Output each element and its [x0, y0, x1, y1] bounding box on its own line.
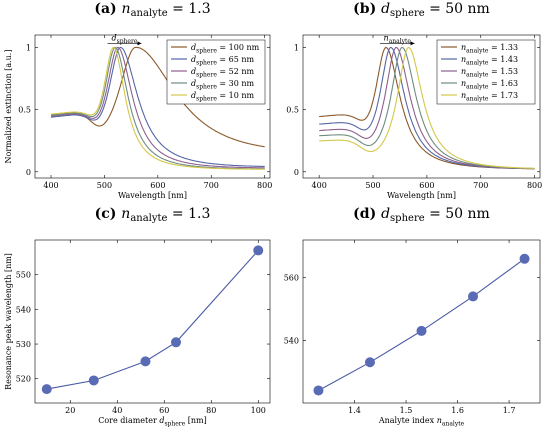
data-point [364, 357, 375, 368]
x-axis-label: Analyte index nanalyte [378, 416, 465, 427]
x-tick-label: 60 [159, 406, 169, 415]
data-point [519, 253, 530, 264]
legend-entry: nanalyte = 1.53 [461, 67, 518, 78]
x-tick-label: 600 [419, 181, 434, 190]
chart-title: (d) dsphere = 50 nm [353, 206, 490, 224]
shift-annotation: nanalyte [384, 33, 412, 44]
y-tick-label: 0.5 [18, 106, 31, 115]
shift-arrow-head [410, 41, 415, 46]
plot-frame-3 [302, 239, 541, 404]
x-tick-label: 700 [204, 181, 219, 190]
plot-frame-0 [34, 34, 271, 179]
data-point [416, 325, 427, 336]
y-tick-label: 540 [16, 305, 31, 314]
legend-entry: dsphere = 10 nm [191, 91, 255, 102]
x-tick-label: 500 [97, 181, 112, 190]
x-tick-label: 800 [527, 181, 542, 190]
x-tick-label: 600 [150, 181, 165, 190]
data-point [88, 375, 99, 386]
y-tick-label: 1 [294, 43, 299, 52]
x-axis-label: Wavelength [nm] [387, 191, 456, 200]
data-point [41, 384, 52, 395]
legend-entry: nanalyte = 1.33 [461, 43, 518, 54]
series-line-1 [50, 46, 265, 167]
shift-arrow-head [137, 41, 142, 46]
chart-b: (b) dsphere = 50 nm 400 500 600 700 800 0 0.5 1 W… [286, 1, 542, 200]
y-tick-label: 530 [16, 340, 31, 349]
data-point [468, 291, 479, 302]
series-line-4 [50, 47, 265, 170]
chart-title: (c) nanalyte = 1.3 [95, 206, 211, 224]
plot-frame-1 [302, 34, 541, 179]
data-point [313, 385, 324, 396]
x-tick-label: 700 [473, 181, 488, 190]
legend-entry: dsphere = 100 nm [191, 43, 260, 54]
x-tick-label: 80 [206, 406, 216, 415]
plot-frame-2 [34, 239, 271, 404]
legend-entry: dsphere = 52 nm [191, 67, 255, 78]
y-axis-label: Resonance peak wavelength [nm] [4, 253, 13, 390]
series-line-4 [319, 46, 535, 169]
data-point [171, 337, 181, 348]
data-point [253, 245, 264, 256]
y-tick-label: 0 [26, 168, 31, 177]
y-tick-label: 550 [16, 271, 31, 280]
y-tick-label: 560 [284, 274, 299, 283]
x-tick-label: 1.5 [400, 406, 413, 415]
legend-entry: nanalyte = 1.63 [461, 79, 518, 90]
chart-title: (a) nanalyte = 1.3 [94, 1, 210, 19]
chart-title: (b) dsphere = 50 nm [353, 1, 490, 19]
x-tick-label: 1.6 [451, 406, 464, 415]
data-point [140, 356, 151, 367]
legend-entry: nanalyte = 1.73 [461, 91, 518, 102]
x-tick-label: 500 [365, 181, 380, 190]
legend-entry: dsphere = 65 nm [191, 55, 255, 66]
legend-entry: dsphere = 30 nm [191, 79, 255, 90]
x-tick-label: 400 [43, 181, 58, 190]
shift-annotation: dsphere [112, 33, 138, 44]
legend-entry: nanalyte = 1.43 [461, 55, 518, 66]
x-tick-label: 400 [312, 181, 327, 190]
chart-d: (d) dsphere = 50 nm 1.4 1.5 1.6 1.7 540 560 Ana… [284, 206, 541, 427]
y-tick-label: 540 [284, 336, 299, 345]
x-axis-label: Wavelength [nm] [118, 191, 187, 200]
trend-line [46, 250, 259, 390]
chart-c: (c) nanalyte = 1.3 20 40 60 80 100 520 530 540 55… [4, 206, 271, 427]
y-tick-label: 1 [26, 43, 31, 52]
x-tick-label: 1.7 [503, 406, 516, 415]
x-axis-label: Core diameter dsphere [nm] [98, 416, 207, 427]
series-line-2 [50, 46, 265, 169]
x-tick-label: 40 [112, 406, 122, 415]
legend-box [436, 39, 536, 105]
x-tick-label: 20 [65, 406, 75, 415]
x-tick-label: 100 [251, 406, 266, 415]
legend-box [166, 39, 266, 105]
y-tick-label: 0.5 [286, 106, 299, 115]
chart-a: (a) nanalyte = 1.3 400 500 600 700 800 0 0.5 1 Wa… [4, 1, 272, 200]
x-tick-label: 1.4 [348, 406, 361, 415]
x-tick-label: 800 [257, 181, 272, 190]
trend-line [318, 258, 525, 391]
y-tick-label: 0 [294, 168, 299, 177]
y-axis-label: Normalized extinction [a.u.] [4, 50, 13, 164]
y-tick-label: 520 [16, 375, 31, 384]
